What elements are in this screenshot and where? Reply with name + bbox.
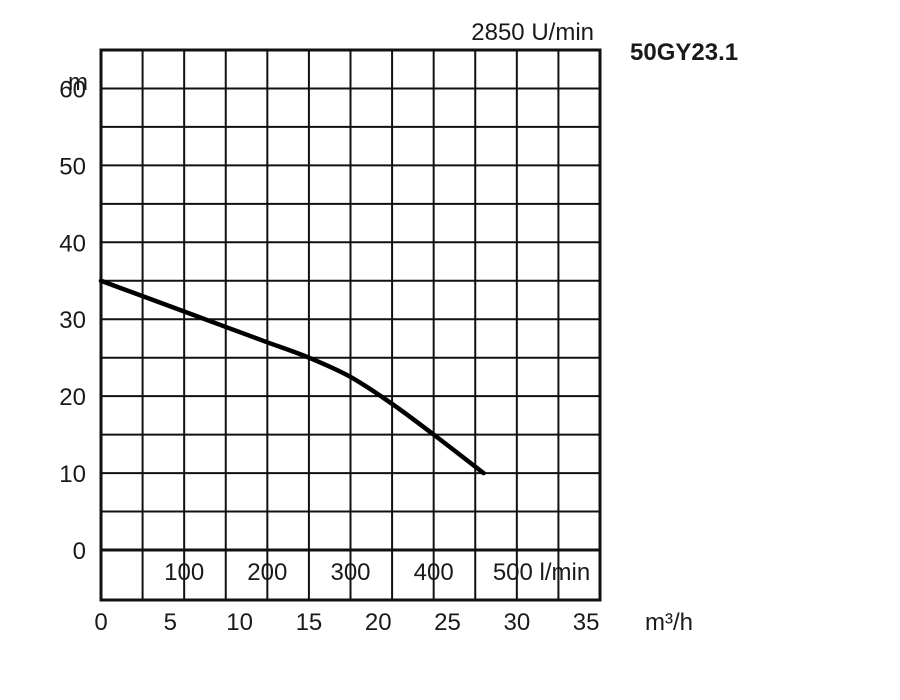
series-line-head-curve (98, 278, 486, 476)
x-axis-m3h-ticks: 0 5 10 15 20 25 30 35 (94, 609, 599, 636)
y-tick-label: 60 (59, 76, 86, 103)
x-axis-m3h-unit-label: m³/h (645, 609, 693, 636)
y-tick-label: 50 (59, 153, 86, 180)
y-tick-label: 40 (59, 230, 86, 257)
x-axis-lpm-ticks: 100 200 300 400 500 l/min (164, 559, 590, 586)
y-tick-label: 20 (59, 384, 86, 411)
y-tick-label: 30 (59, 307, 86, 334)
model-label: 50GY23.1 (630, 39, 738, 66)
x-m3h-tick-label: 35 (573, 609, 600, 636)
x-m3h-tick-label: 30 (503, 609, 530, 636)
chart-title: 2850 U/min (471, 19, 594, 46)
x-m3h-tick-label: 10 (226, 609, 253, 636)
y-tick-label: 10 (59, 461, 86, 488)
plot-frame (99, 48, 602, 602)
y-axis-ticks: 0 10 20 30 40 50 60 (59, 76, 86, 565)
y-tick-label: 0 (73, 538, 86, 565)
x-lpm-tick-label: 400 (414, 559, 454, 586)
y-axis-unit-label: m (68, 69, 88, 96)
x-lpm-tick-label: 100 (164, 559, 204, 586)
x-lpm-tick-label: 500 l/min (493, 559, 590, 586)
x-m3h-tick-label: 5 (164, 609, 177, 636)
x-m3h-tick-label: 15 (296, 609, 323, 636)
chart-grid (101, 50, 600, 600)
x-m3h-tick-label: 20 (365, 609, 392, 636)
x-lpm-tick-label: 300 (330, 559, 370, 586)
x-m3h-tick-label: 0 (94, 609, 107, 636)
x-lpm-tick-label: 200 (247, 559, 287, 586)
x-m3h-tick-label: 25 (434, 609, 461, 636)
